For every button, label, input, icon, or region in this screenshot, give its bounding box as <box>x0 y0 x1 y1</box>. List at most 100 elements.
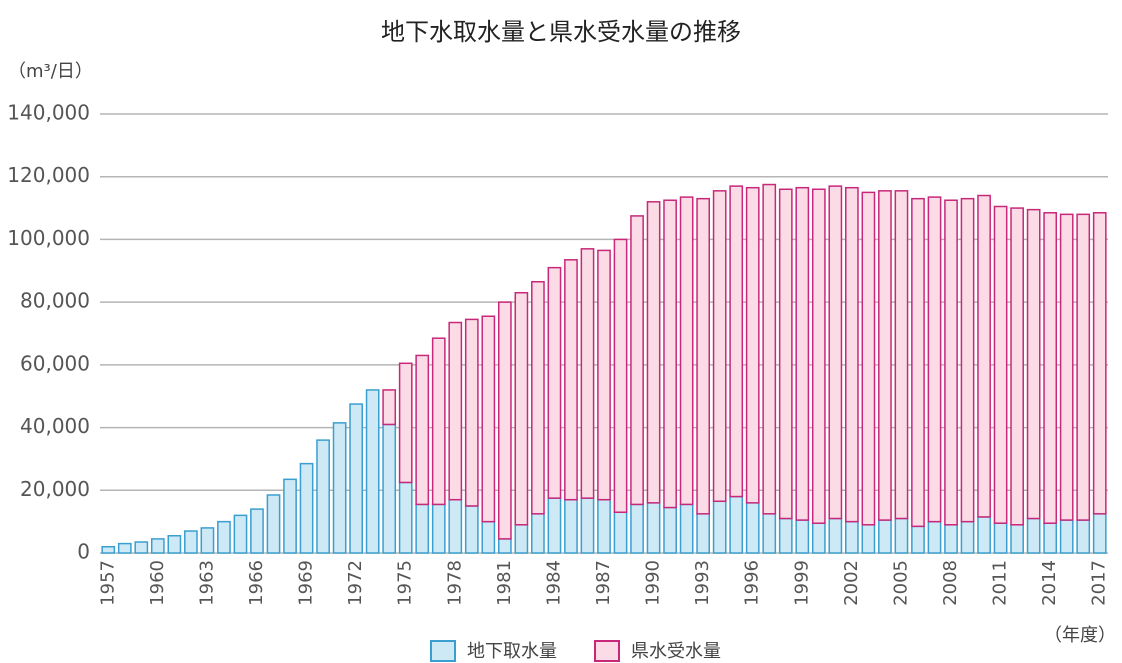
bar-segment <box>861 191 876 526</box>
x-tick-label: 1969 <box>296 560 317 606</box>
bar-segment <box>944 524 958 554</box>
bar-segment <box>448 498 463 554</box>
bar-segment <box>646 201 661 504</box>
bar-segment <box>415 354 430 506</box>
y-tick-label: 20,000 <box>20 477 90 501</box>
bar-segment <box>580 497 595 554</box>
bar-segment <box>1043 212 1058 524</box>
bar-segment <box>878 190 892 521</box>
bar-segment <box>1010 524 1024 554</box>
x-tick-label: 2008 <box>940 560 961 606</box>
bar-segment <box>415 503 430 554</box>
bar-segment <box>811 522 826 554</box>
legend-swatch <box>430 640 456 662</box>
bar-segment <box>911 525 925 554</box>
bar-segment <box>927 520 942 554</box>
bar-segment <box>597 249 611 501</box>
x-tick-label: 1987 <box>593 560 614 606</box>
bar-segment <box>663 199 677 509</box>
y-tick-label: 0 <box>77 540 90 564</box>
y-tick-label: 40,000 <box>20 414 90 438</box>
bar-segment <box>696 197 711 515</box>
bar-segment <box>696 513 711 554</box>
bar-segment <box>1059 519 1074 554</box>
bar-segment <box>233 514 248 554</box>
bar-segment <box>845 186 859 523</box>
bar-segment <box>613 238 628 513</box>
bar-segment <box>960 520 975 554</box>
x-tick-label: 1963 <box>196 560 217 606</box>
bar-segment <box>1026 208 1041 520</box>
bar-segment <box>431 503 446 554</box>
bar-segment <box>828 517 843 554</box>
bar-segment <box>448 321 463 501</box>
bar-segment <box>993 205 1008 524</box>
bar-segment <box>1076 213 1091 521</box>
bar-segment <box>845 520 859 554</box>
bar-segment <box>861 524 876 554</box>
bar-segment <box>365 389 380 554</box>
bar-segment <box>630 503 644 554</box>
bar-segment <box>514 291 529 526</box>
x-tick-label: 1981 <box>494 560 515 606</box>
bar-segment <box>531 281 545 515</box>
bar-segment <box>944 199 958 526</box>
bar-segment <box>497 538 512 554</box>
bar-segment <box>564 259 578 501</box>
bar-segment <box>828 185 843 520</box>
bar-segment <box>431 337 446 506</box>
legend-label: 県水受水量 <box>631 641 721 662</box>
bar-segment <box>382 389 397 426</box>
bar-segment <box>729 185 744 498</box>
x-tick-label: 1993 <box>692 560 713 606</box>
y-tick-label: 120,000 <box>7 163 90 187</box>
bar-segment <box>613 511 628 554</box>
bar-segment <box>101 545 116 554</box>
bar-segment <box>1092 513 1107 554</box>
bar-segment <box>266 494 281 554</box>
bar-segment <box>1043 522 1058 554</box>
bar-segment <box>894 517 909 554</box>
bar-segment <box>382 423 397 554</box>
bar-segment <box>398 362 413 484</box>
bar-segment <box>217 520 231 554</box>
bar-segment <box>1076 519 1091 554</box>
bar-segment <box>283 478 297 554</box>
bar-segment <box>167 535 182 554</box>
bar-segment <box>811 188 826 524</box>
bar-segment <box>349 403 363 554</box>
bar-segment <box>993 522 1008 554</box>
bar-segment <box>894 190 909 520</box>
x-tick-label: 1978 <box>444 560 465 606</box>
bar-segment <box>184 530 198 554</box>
bar-segment <box>795 519 810 554</box>
bar-segment <box>762 513 777 554</box>
bar-segment <box>646 502 661 554</box>
bar-segment <box>630 215 644 506</box>
x-unit: （年度） <box>1044 625 1116 646</box>
bar-segment <box>514 524 529 554</box>
bar-segment <box>481 315 496 523</box>
bar-segment <box>564 498 578 554</box>
x-tick-label: 1957 <box>97 560 118 606</box>
x-tick-label: 2011 <box>990 560 1011 606</box>
y-unit: （m³/日） <box>8 61 93 82</box>
legend-label: 地下取水量 <box>467 641 557 662</box>
y-tick-label: 140,000 <box>7 101 90 125</box>
y-tick-label: 80,000 <box>20 289 90 313</box>
bar-segment <box>497 301 512 540</box>
x-tick-label: 1972 <box>345 560 366 606</box>
bar-segment <box>778 517 793 554</box>
x-tick-label: 1996 <box>742 560 763 606</box>
bar-segment <box>481 520 496 554</box>
bar-segment <box>795 186 810 521</box>
bar-segment <box>679 196 694 506</box>
y-tick-label: 60,000 <box>20 351 90 375</box>
bar-segment <box>778 188 793 520</box>
bar-segment <box>464 318 479 507</box>
bar-segment <box>464 505 479 554</box>
bar-segment <box>250 508 264 554</box>
x-tick-label: 1975 <box>395 560 416 606</box>
bar-segment <box>150 538 165 554</box>
